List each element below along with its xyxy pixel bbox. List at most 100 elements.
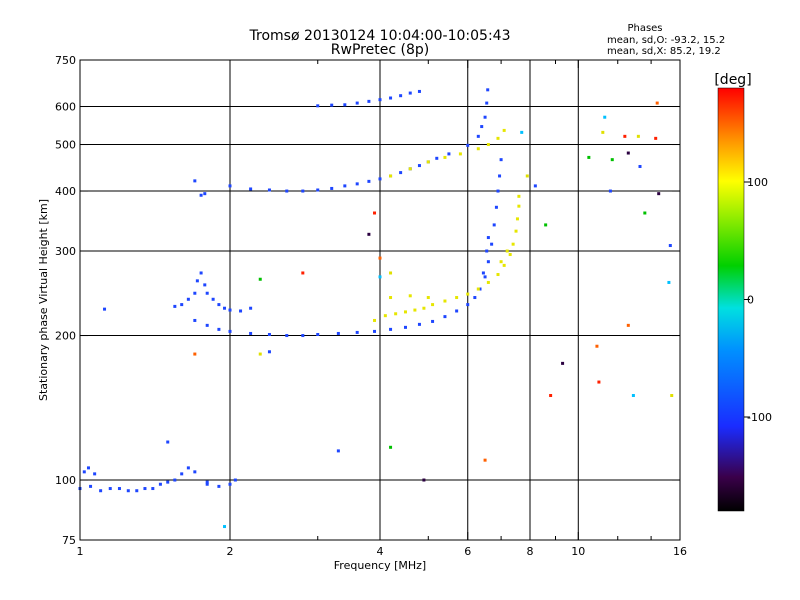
data-point	[193, 179, 197, 183]
data-point	[476, 134, 480, 138]
data-point	[426, 160, 430, 164]
data-point	[520, 130, 524, 134]
data-point	[473, 296, 477, 300]
data-point	[481, 271, 485, 275]
data-point	[373, 211, 377, 215]
data-point	[258, 277, 262, 281]
data-point	[626, 151, 630, 155]
data-point	[389, 445, 393, 449]
data-point	[173, 304, 177, 308]
data-point	[267, 350, 271, 354]
x-tick-label: 2	[227, 545, 234, 558]
y-axis-label: Stationary phase Virtual Height [km]	[37, 199, 50, 401]
data-point	[389, 327, 393, 331]
data-point	[517, 194, 521, 198]
data-point	[166, 440, 170, 444]
data-point	[389, 174, 393, 178]
data-point	[151, 487, 155, 491]
data-point	[498, 174, 502, 178]
x-tick-label: 1	[77, 545, 84, 558]
data-point	[117, 487, 121, 491]
series-group	[193, 158, 503, 338]
colorbar-ticks: 100 0 -100	[744, 176, 772, 424]
grid-lines	[80, 60, 680, 540]
axis-ticks: 1 2 4 6 8 10 16 75 100 200 300 400 500 600 750	[55, 54, 687, 558]
data-point	[492, 223, 496, 227]
data-point	[249, 306, 253, 310]
data-point	[455, 309, 459, 313]
x-tick-label: 6	[464, 545, 471, 558]
data-point	[667, 280, 671, 284]
data-point	[126, 489, 130, 493]
data-point	[343, 184, 347, 188]
data-point	[378, 275, 382, 279]
data-point	[480, 125, 484, 129]
data-point	[668, 244, 672, 248]
data-point	[228, 329, 232, 333]
data-point	[466, 143, 470, 147]
data-point	[443, 299, 447, 303]
y-tick-label: 300	[55, 245, 76, 258]
data-point	[517, 204, 521, 208]
series-group	[193, 101, 674, 529]
stats-o-mode: mean, sd,O: -93.2, 15.2	[607, 35, 725, 46]
data-point	[193, 352, 197, 356]
data-point	[217, 327, 221, 331]
data-point	[417, 322, 421, 326]
data-point	[403, 310, 407, 314]
data-point	[199, 271, 203, 275]
data-point	[455, 296, 459, 300]
data-point	[193, 318, 197, 322]
y-tick-label: 400	[55, 185, 76, 198]
colorbar-label: [deg]	[714, 72, 751, 88]
data-point	[378, 98, 382, 102]
data-point	[486, 260, 490, 264]
data-point	[389, 96, 393, 100]
series-group	[103, 179, 253, 313]
data-point	[670, 394, 674, 398]
data-point	[435, 156, 439, 160]
data-point	[285, 334, 289, 338]
data-point	[82, 470, 86, 474]
data-point	[378, 177, 382, 181]
data-point	[258, 352, 262, 356]
data-point	[490, 242, 494, 246]
data-point	[638, 164, 642, 168]
data-point	[505, 249, 509, 253]
data-point	[223, 306, 227, 310]
data-point	[143, 487, 147, 491]
data-point	[228, 184, 232, 188]
data-point	[486, 88, 490, 92]
chart-subtitle: RwPretec (8p)	[331, 42, 429, 58]
data-point	[193, 470, 197, 474]
data-point	[486, 143, 490, 147]
data-point	[99, 489, 103, 493]
data-point	[486, 236, 490, 240]
data-point	[86, 466, 90, 470]
data-point	[89, 484, 93, 488]
data-point	[549, 394, 553, 398]
data-point	[217, 484, 221, 488]
data-point	[267, 188, 271, 192]
chart-title: Tromsø 20130124 10:04:00-10:05:43	[249, 28, 511, 44]
data-point	[316, 188, 320, 192]
data-point	[483, 275, 487, 279]
y-tick-label: 75	[62, 534, 76, 547]
data-point	[103, 307, 107, 311]
series-group	[316, 89, 421, 108]
data-point	[316, 332, 320, 336]
colorbar-tick-label: 100	[747, 176, 768, 189]
data-point	[422, 306, 426, 310]
data-point	[399, 171, 403, 175]
x-tick-label: 10	[571, 545, 585, 558]
x-tick-label: 4	[377, 545, 384, 558]
data-point	[203, 283, 207, 287]
x-tick-label: 8	[527, 545, 534, 558]
data-point	[544, 223, 548, 227]
data-point	[389, 271, 393, 275]
data-point	[654, 136, 658, 140]
data-point	[483, 458, 487, 462]
data-point	[403, 325, 407, 329]
data-point	[267, 332, 271, 336]
data-point	[601, 130, 605, 134]
